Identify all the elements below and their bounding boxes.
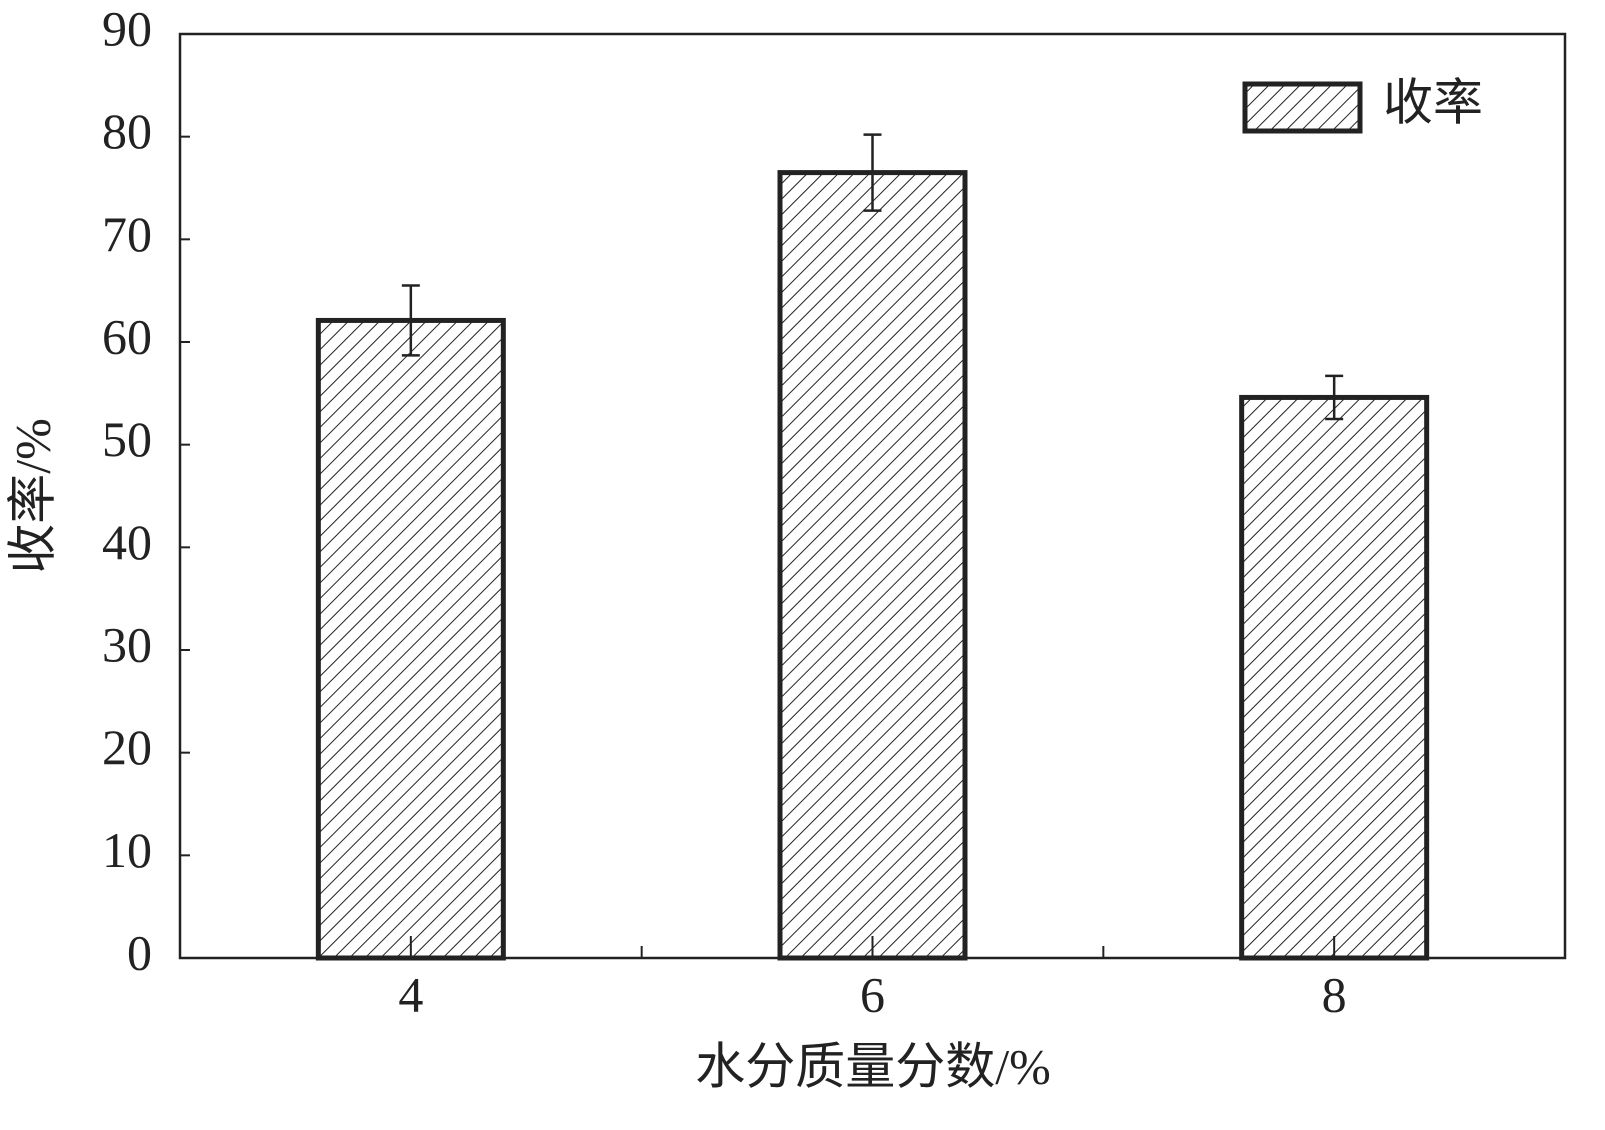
legend-swatch — [1242, 81, 1363, 134]
error-bar — [401, 284, 420, 357]
y-tick-label: 40 — [102, 514, 152, 570]
error-bar — [863, 133, 882, 212]
plot-frame — [178, 32, 1567, 960]
y-tick-label: 80 — [102, 103, 152, 159]
y-tick-label: 70 — [102, 206, 152, 262]
bar — [777, 170, 968, 961]
y-tick-label: 0 — [127, 924, 152, 980]
y-axis-label: 收率/% — [4, 418, 60, 574]
y-tick-label: 50 — [102, 411, 152, 467]
bar — [315, 317, 506, 961]
x-tick-label: 6 — [860, 966, 885, 1022]
x-tick-label: 4 — [398, 966, 423, 1022]
y-tick-label: 90 — [102, 0, 152, 56]
error-bar — [1325, 374, 1344, 421]
y-tick-label: 60 — [102, 308, 152, 364]
bar — [1239, 394, 1430, 961]
legend-label: 收率 — [1383, 74, 1483, 130]
x-tick-label: 8 — [1322, 966, 1347, 1022]
y-tick-label: 10 — [102, 822, 152, 878]
y-tick-label: 30 — [102, 616, 152, 672]
x-axis-label: 水分质量分数/% — [695, 1038, 1051, 1094]
y-tick-label: 20 — [102, 719, 152, 775]
